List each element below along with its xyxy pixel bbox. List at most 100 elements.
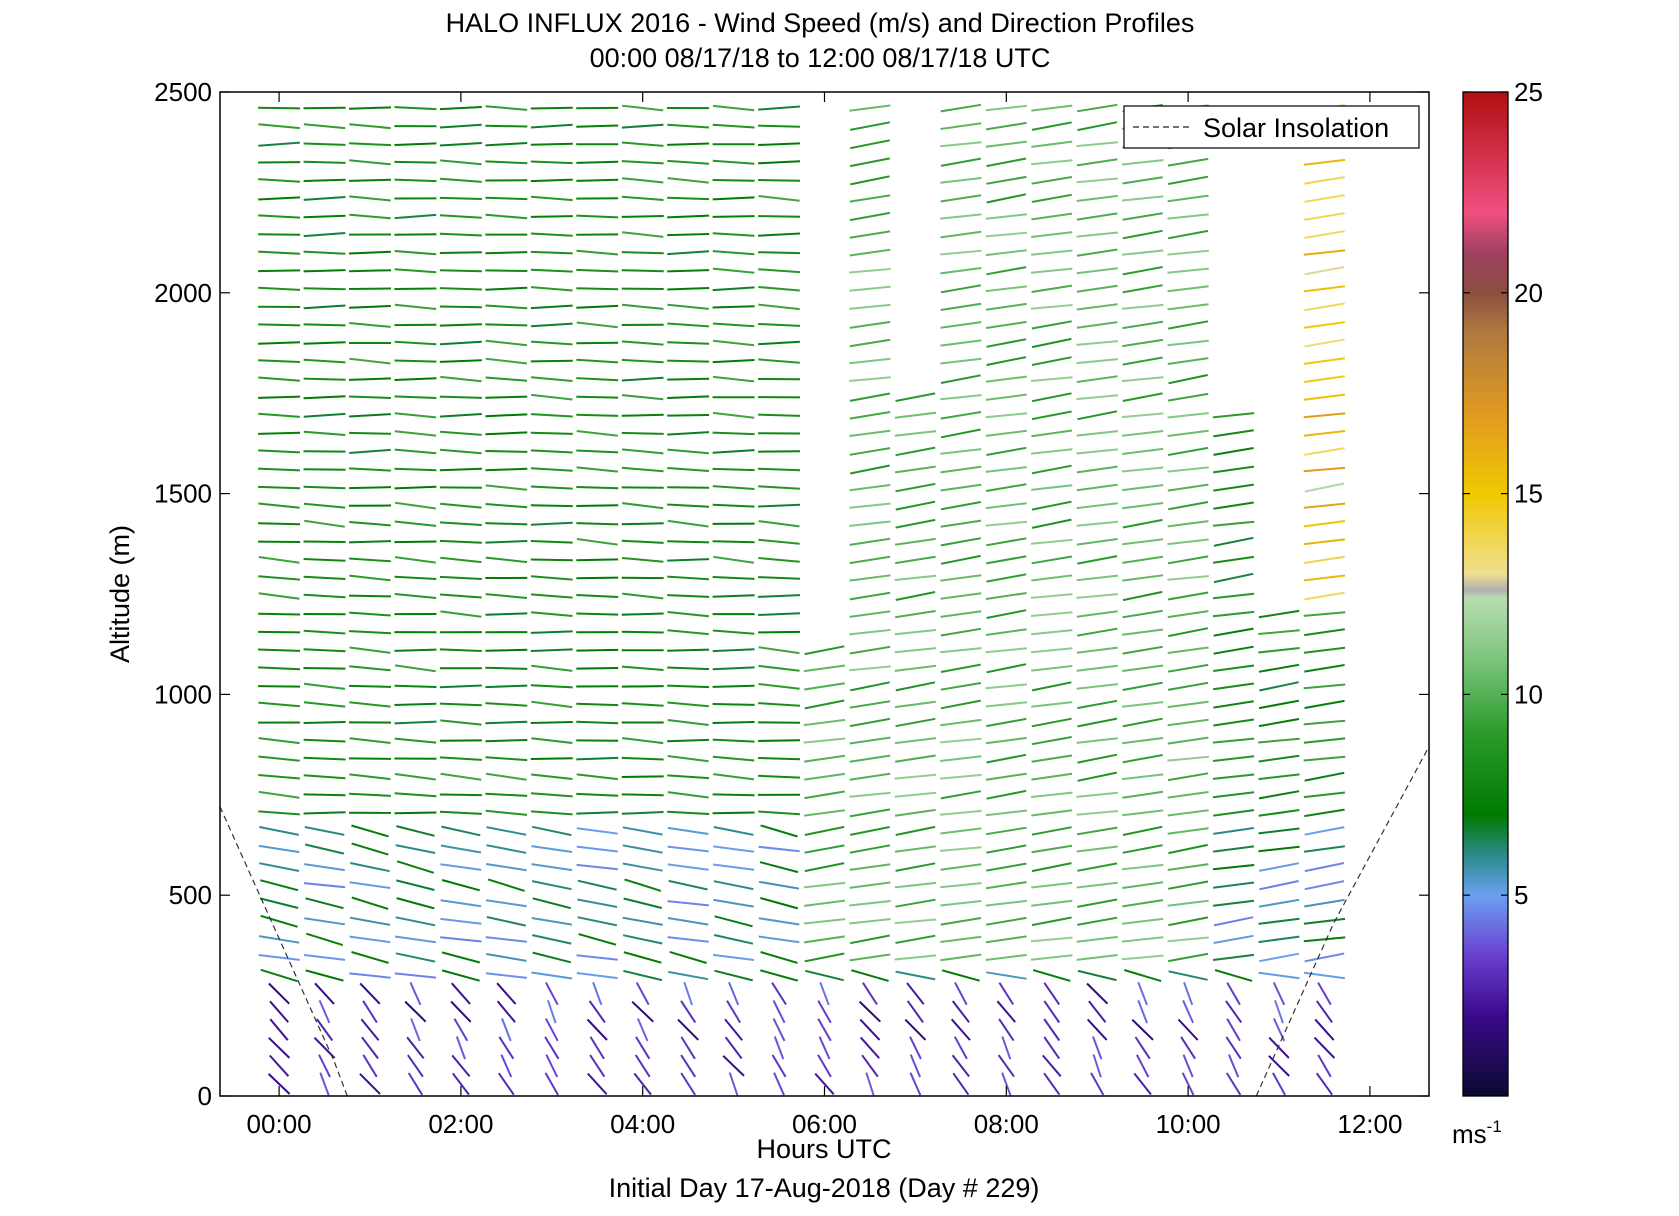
wind-barb — [1122, 628, 1164, 636]
wind-barb — [1031, 736, 1072, 746]
wind-barb — [258, 449, 301, 454]
wind-barb — [895, 681, 936, 692]
wind-barb — [348, 106, 392, 110]
wind-barb — [804, 682, 845, 691]
wind-barb — [1031, 484, 1073, 491]
wind-barb — [303, 196, 346, 201]
wind-barb — [576, 538, 618, 546]
wind-barb — [394, 520, 437, 527]
wind-barb — [712, 267, 755, 274]
wind-barb — [758, 774, 801, 779]
wind-barb — [985, 285, 1028, 293]
wind-barb — [758, 485, 800, 490]
wind-barb — [1121, 809, 1164, 817]
wind-barb — [1258, 718, 1300, 728]
wind-barb — [940, 917, 982, 926]
wind-barb — [303, 502, 346, 509]
wind-barb — [394, 467, 437, 472]
wind-barb — [394, 737, 437, 744]
wind-barb — [1258, 971, 1300, 980]
wind-barb — [532, 951, 572, 964]
wind-barb — [1182, 1054, 1194, 1078]
wind-barb — [1030, 611, 1073, 617]
wind-barb — [1303, 285, 1346, 293]
wind-barb — [530, 195, 573, 202]
wind-barb — [258, 123, 300, 130]
wind-barb — [909, 1054, 922, 1078]
wind-barb — [986, 573, 1027, 583]
wind-barb — [940, 663, 981, 673]
wind-barb — [1213, 429, 1254, 438]
wind-barb — [1168, 374, 1208, 385]
wind-barb — [1122, 284, 1163, 294]
wind-barb — [985, 701, 1028, 708]
wind-barb — [894, 954, 937, 961]
wind-barb — [865, 1072, 875, 1096]
wind-barb — [258, 755, 300, 762]
wind-barb — [269, 1054, 290, 1077]
wind-barb — [667, 359, 710, 363]
wind-barb — [258, 737, 300, 745]
wind-barb — [406, 1036, 425, 1060]
wind-barb — [452, 1072, 470, 1096]
wind-barb — [439, 123, 482, 129]
wind-barb — [1212, 412, 1255, 419]
wind-barb — [587, 1072, 608, 1095]
wind-barb — [258, 522, 301, 526]
wind-barb — [667, 826, 709, 835]
wind-barb — [621, 665, 664, 671]
wind-barb — [635, 982, 650, 1006]
wind-barb — [394, 773, 436, 781]
wind-barb — [440, 375, 482, 383]
wind-barb — [1303, 646, 1346, 654]
wind-barb — [712, 576, 755, 580]
wind-barb — [1167, 700, 1209, 709]
wind-barb — [1031, 826, 1072, 836]
wind-barb — [531, 971, 573, 980]
wind-barb — [485, 863, 527, 872]
wind-barb — [319, 1072, 330, 1096]
wind-barb — [986, 338, 1027, 348]
wind-barb — [530, 540, 573, 544]
wind-barb — [940, 177, 982, 184]
wind-barb — [621, 811, 664, 815]
wind-barb — [894, 411, 937, 419]
wind-barb — [849, 700, 891, 709]
wind-barb — [621, 358, 664, 364]
wind-barb — [497, 1072, 515, 1096]
wind-barb — [394, 178, 437, 183]
wind-barb — [439, 142, 482, 147]
wind-barb — [1303, 917, 1346, 925]
wind-barb — [1304, 302, 1345, 312]
wind-barb — [1303, 393, 1346, 401]
wind-barb — [440, 863, 482, 871]
wind-barb — [349, 322, 391, 328]
wind-barb — [622, 934, 663, 945]
wind-barb — [1167, 936, 1209, 943]
wind-barb — [1077, 699, 1118, 710]
wind-barb — [667, 900, 709, 907]
wind-barb — [1076, 810, 1118, 816]
wind-barb — [1304, 952, 1345, 963]
wind-barb — [895, 825, 936, 836]
wind-barb — [1167, 285, 1209, 293]
wind-barb — [349, 665, 391, 672]
wind-barb — [351, 824, 389, 838]
wind-barb — [773, 1072, 785, 1096]
wind-barb — [758, 664, 800, 672]
wind-barb — [576, 358, 619, 364]
wind-barb — [348, 250, 391, 255]
wind-barb — [985, 736, 1027, 745]
wind-barb — [485, 105, 528, 111]
wind-barb — [361, 1036, 379, 1060]
wind-barb — [895, 518, 936, 529]
wind-barb — [1031, 574, 1073, 582]
wind-barb — [258, 395, 301, 399]
wind-barb — [440, 719, 482, 726]
wind-barb — [621, 539, 664, 544]
wind-barb — [1212, 737, 1255, 744]
wind-barb — [1031, 231, 1073, 238]
wind-barb — [576, 720, 619, 725]
wind-barb — [621, 756, 664, 761]
wind-barb — [485, 376, 528, 382]
